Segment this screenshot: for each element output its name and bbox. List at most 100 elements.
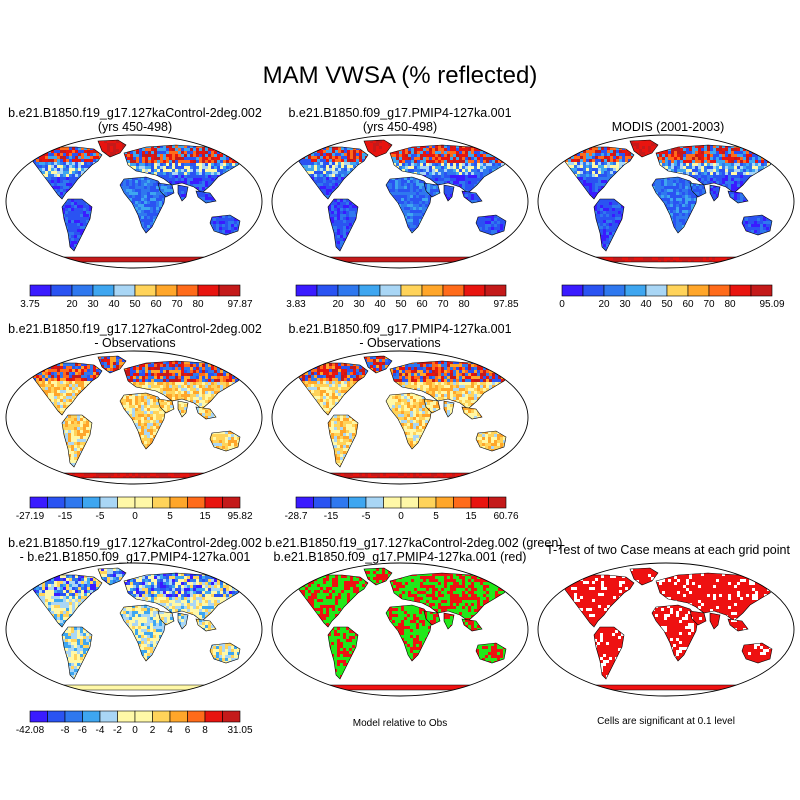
coastline-africa [651, 176, 699, 234]
panel-6-title-line2: - b.e21.B1850.f09_g17.PMIP4-127ka.001 [19, 550, 251, 564]
panel-2-title: b.e21.B1850.f09_g17.PMIP4-127ka.001 (yrs… [265, 106, 535, 134]
panel-1-title-line1: b.e21.B1850.f19_g17.127kaControl-2deg.00… [8, 106, 262, 120]
panel-4-map [5, 350, 263, 485]
coastline-seasia [461, 618, 483, 632]
coastline-namerica [561, 574, 635, 628]
colorbar-tick-label: -6 [78, 725, 87, 736]
colorbar-tick-label: -28.7 [285, 511, 308, 522]
coastline-greenland [363, 139, 393, 158]
coastline-africa [385, 392, 433, 450]
map-region-india [178, 613, 188, 629]
colorbar-swatch [358, 284, 381, 297]
coastline-seasia [195, 618, 217, 632]
colorbar-swatch [50, 284, 73, 297]
colorbar-swatch [134, 710, 153, 723]
colorbar-swatch [99, 710, 118, 723]
panel-1-title: b.e21.B1850.f19_g17.127kaControl-2deg.00… [0, 106, 270, 134]
panel-8-title-line1: T-Test of two Case means at each grid po… [546, 543, 790, 557]
coastline-samerica [593, 198, 625, 252]
colorbar-tick-label: 30 [87, 299, 99, 310]
panel-5-title-line1: b.e21.B1850.f09_g17.PMIP4-127ka.001 [288, 322, 512, 336]
colorbar-swatch [435, 496, 454, 509]
coastline-namerica [29, 362, 103, 416]
coastline-greenland [97, 139, 127, 158]
panel-4-title: b.e21.B1850.f19_g17.127kaControl-2deg.00… [0, 322, 270, 350]
coastline-arabia [423, 398, 441, 414]
colorbar-swatch [442, 284, 465, 297]
colorbar-tick-label: 15 [465, 511, 477, 522]
panel-2-title-line2: (yrs 450-498) [362, 120, 438, 134]
panel-2-map [271, 134, 529, 269]
colorbar-tick-label: 95.82 [227, 511, 252, 522]
colorbar-tick-label: 30 [353, 299, 365, 310]
globe-outline [271, 350, 529, 485]
colorbar-tick-label: 50 [661, 299, 673, 310]
colorbar-tick-label: 70 [171, 299, 183, 310]
globe-outline [271, 134, 529, 269]
coastline-australia [475, 430, 507, 452]
globe-outline [5, 350, 263, 485]
colorbar-swatch [197, 284, 220, 297]
colorbar-swatch [313, 496, 332, 509]
colorbar-tick-label: 97.85 [493, 299, 518, 310]
coastline-india [709, 612, 721, 630]
panel-4-title-line2: - Observations [94, 336, 176, 350]
colorbar-swatch [295, 496, 314, 509]
coastline-india [443, 184, 455, 202]
coastline-samerica [327, 198, 359, 252]
panel-6-colorbar: -42.08 -8 -6 -4 -2 0 2 4 6 8 31.05 [16, 710, 253, 736]
colorbar-tick-label: 4 [167, 725, 173, 736]
coastline-samerica [61, 626, 93, 680]
panel-7-footnote: Model relative to Obs [352, 718, 448, 729]
map-region-antarctica [42, 685, 226, 690]
colorbar-swatch [113, 284, 136, 297]
colorbar-tick-label: 70 [437, 299, 449, 310]
map-region-antarctica [308, 257, 492, 262]
colorbar-tick-label: 97.87 [227, 299, 252, 310]
coastline-namerica [29, 574, 103, 628]
colorbar-swatch [64, 710, 83, 723]
panel-5-title-line2: - Observations [359, 336, 441, 350]
panel-8-title: T-Test of two Case means at each grid po… [533, 543, 800, 557]
colorbar-swatch [47, 710, 66, 723]
map-region-antarctica [42, 257, 226, 262]
colorbar-swatch [222, 496, 241, 509]
colorbar-tick-label: -15 [58, 511, 73, 522]
colorbar-swatch [152, 710, 171, 723]
panel-6-title: b.e21.B1850.f19_g17.127kaControl-2deg.00… [0, 536, 270, 564]
globe-outline [5, 134, 263, 269]
coastline-africa [385, 604, 433, 662]
coastline-seasia [727, 618, 749, 632]
colorbar-tick-label: 0 [559, 299, 565, 310]
colorbar-swatch [582, 284, 605, 297]
panel-1-title-line2: (yrs 450-498) [97, 120, 173, 134]
coastline-arabia [689, 610, 707, 626]
colorbar-tick-label: 5 [167, 511, 173, 522]
colorbar-swatch [169, 710, 188, 723]
colorbar-tick-label: 40 [108, 299, 120, 310]
colorbar-swatch [155, 284, 178, 297]
colorbar-swatch [645, 284, 668, 297]
colorbar-swatch [187, 710, 206, 723]
colorbar-tick-label: 40 [374, 299, 386, 310]
coastline-greenland [97, 355, 127, 374]
coastline-australia [209, 214, 241, 236]
coastline-greenland [363, 567, 393, 586]
coastline-arabia [157, 610, 175, 626]
colorbar-swatch [488, 496, 507, 509]
colorbar-swatch [29, 284, 52, 297]
map-region-antarctica [308, 473, 492, 478]
colorbar-swatch [204, 496, 223, 509]
coastline-samerica [593, 626, 625, 680]
coastline-namerica [561, 146, 635, 200]
panel-5-colorbar: -28.7 -15 -5 0 5 15 60.76 [285, 496, 519, 522]
coastline-greenland [629, 567, 659, 586]
colorbar-swatch [383, 496, 402, 509]
colorbar-tick-label: 40 [640, 299, 652, 310]
colorbar-swatch [337, 284, 360, 297]
panel-7-title-line2: b.e21.B1850.f09_g17.PMIP4-127ka.001 (red… [273, 550, 527, 564]
colorbar-tick-label: 15 [199, 511, 211, 522]
map-region-australia [210, 215, 240, 235]
colorbar-tick-label: 95.09 [759, 299, 784, 310]
coastline-samerica [61, 198, 93, 252]
